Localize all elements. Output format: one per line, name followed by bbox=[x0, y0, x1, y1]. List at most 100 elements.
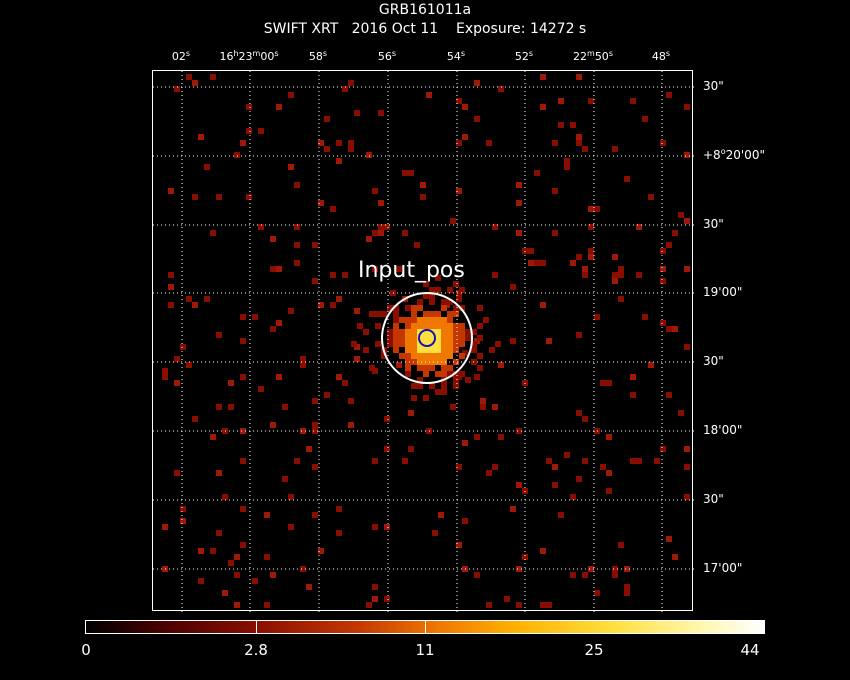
count-pixel bbox=[435, 323, 441, 329]
count-pixel bbox=[441, 323, 447, 329]
count-pixel bbox=[477, 353, 483, 359]
count-pixel bbox=[660, 140, 666, 146]
count-pixel bbox=[417, 323, 423, 329]
colorbar-label: 2.8 bbox=[244, 641, 268, 659]
count-pixel bbox=[375, 341, 381, 347]
count-pixel bbox=[396, 266, 402, 272]
count-pixel bbox=[312, 278, 318, 284]
count-pixel bbox=[372, 524, 378, 530]
count-pixel bbox=[459, 341, 465, 347]
count-pixel bbox=[411, 329, 417, 335]
count-pixel bbox=[435, 275, 441, 281]
count-pixel bbox=[411, 347, 417, 353]
count-pixel bbox=[336, 506, 342, 512]
count-pixel bbox=[492, 272, 498, 278]
count-pixel bbox=[363, 329, 369, 335]
count-pixel bbox=[378, 200, 384, 206]
count-pixel bbox=[540, 302, 546, 308]
count-pixel bbox=[300, 428, 306, 434]
count-pixel bbox=[429, 359, 435, 365]
count-pixel bbox=[306, 446, 312, 452]
count-pixel bbox=[450, 404, 456, 410]
colorbar-label: 0 bbox=[81, 641, 91, 659]
count-pixel bbox=[372, 458, 378, 464]
count-pixel bbox=[465, 377, 471, 383]
count-pixel bbox=[258, 386, 264, 392]
count-pixel bbox=[192, 194, 198, 200]
count-pixel bbox=[240, 338, 246, 344]
count-pixel bbox=[540, 602, 546, 608]
count-pixel bbox=[399, 329, 405, 335]
count-pixel bbox=[336, 158, 342, 164]
count-pixel bbox=[417, 305, 423, 311]
count-pixel bbox=[387, 341, 393, 347]
count-pixel bbox=[429, 335, 435, 341]
count-pixel bbox=[312, 428, 318, 434]
count-pixel bbox=[393, 341, 399, 347]
count-pixel bbox=[405, 329, 411, 335]
count-pixel bbox=[186, 296, 192, 302]
count-pixel bbox=[456, 140, 462, 146]
count-pixel bbox=[684, 104, 690, 110]
count-pixel bbox=[474, 434, 480, 440]
count-pixel bbox=[429, 299, 435, 305]
count-pixel bbox=[600, 464, 606, 470]
count-pixel bbox=[408, 410, 414, 416]
count-pixel bbox=[516, 428, 522, 434]
count-pixel bbox=[234, 572, 240, 578]
count-pixel bbox=[453, 341, 459, 347]
count-pixel bbox=[234, 554, 240, 560]
count-pixel bbox=[216, 470, 222, 476]
count-pixel bbox=[456, 464, 462, 470]
count-pixel bbox=[435, 389, 441, 395]
count-pixel bbox=[324, 116, 330, 122]
count-pixel bbox=[270, 266, 276, 272]
count-pixel bbox=[318, 548, 324, 554]
count-pixel bbox=[240, 374, 246, 380]
count-pixel bbox=[582, 416, 588, 422]
count-pixel bbox=[336, 374, 342, 380]
count-pixel bbox=[534, 170, 540, 176]
count-pixel bbox=[399, 353, 405, 359]
count-pixel bbox=[600, 380, 606, 386]
count-pixel bbox=[216, 530, 222, 536]
count-pixel bbox=[465, 335, 471, 341]
count-pixel bbox=[294, 242, 300, 248]
count-pixel bbox=[540, 260, 546, 266]
count-pixel bbox=[612, 272, 618, 278]
count-pixel bbox=[429, 383, 435, 389]
ra-tick-label: 22m50s bbox=[573, 49, 613, 63]
dec-tick-label: 18'00" bbox=[703, 423, 743, 437]
count-pixel bbox=[168, 188, 174, 194]
count-pixel bbox=[411, 317, 417, 323]
count-pixel bbox=[453, 323, 459, 329]
count-pixel bbox=[405, 365, 411, 371]
count-pixel bbox=[411, 395, 417, 401]
count-pixel bbox=[216, 404, 222, 410]
count-pixel bbox=[420, 182, 426, 188]
count-pixel bbox=[312, 422, 318, 428]
count-pixel bbox=[294, 224, 300, 230]
count-pixel bbox=[429, 353, 435, 359]
count-pixel bbox=[612, 146, 618, 152]
count-pixel bbox=[429, 365, 435, 371]
count-pixel bbox=[684, 266, 690, 272]
count-pixel bbox=[588, 248, 594, 254]
count-pixel bbox=[438, 512, 444, 518]
count-pixel bbox=[330, 302, 336, 308]
ra-tick-label: 16h23m00s bbox=[219, 49, 279, 63]
count-pixel bbox=[417, 299, 423, 305]
count-pixel bbox=[528, 248, 534, 254]
count-pixel bbox=[288, 92, 294, 98]
count-pixel bbox=[168, 284, 174, 290]
count-pixel bbox=[477, 335, 483, 341]
count-pixel bbox=[486, 602, 492, 608]
count-pixel bbox=[372, 188, 378, 194]
count-pixel bbox=[423, 341, 429, 347]
count-pixel bbox=[318, 140, 324, 146]
count-pixel bbox=[318, 200, 324, 206]
count-pixel bbox=[417, 317, 423, 323]
count-pixel bbox=[336, 530, 342, 536]
count-pixel bbox=[441, 305, 447, 311]
count-pixel bbox=[540, 104, 546, 110]
